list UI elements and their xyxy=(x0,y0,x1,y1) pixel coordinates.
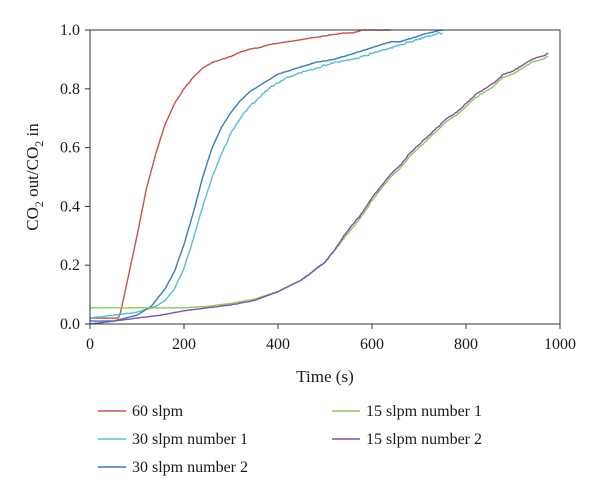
legend-label: 60 slpm xyxy=(132,403,184,420)
y-tick-label: 0.4 xyxy=(60,198,80,215)
y-axis-label-subscript: 2 xyxy=(32,201,46,207)
series-line-1 xyxy=(89,29,391,319)
x-tick-label: 200 xyxy=(172,336,196,353)
y-tick-label: 0.0 xyxy=(60,316,80,333)
axes-layer xyxy=(89,29,561,325)
legend-item: 60 slpm xyxy=(98,403,184,420)
x-tick-label: 0 xyxy=(86,336,94,353)
legend-label: 30 slpm number 1 xyxy=(132,431,248,448)
y-tick-label: 0.2 xyxy=(60,257,80,274)
y-axis-label-part: CO xyxy=(23,207,42,231)
y-axis-label-part: in xyxy=(23,123,42,141)
series-line-3 xyxy=(89,29,443,322)
legend-label: 15 slpm number 2 xyxy=(366,431,482,448)
series-layer xyxy=(89,29,549,325)
x-tick-label: 800 xyxy=(454,336,478,353)
legend-label: 30 slpm number 2 xyxy=(132,459,248,476)
y-axis-label-subscript: 2 xyxy=(32,141,46,147)
x-tick-label: 1000 xyxy=(544,336,576,353)
series-line-4 xyxy=(89,55,549,309)
legend-item: 30 slpm number 2 xyxy=(98,459,248,476)
legend: 60 slpm 30 slpm number 1 30 slpm number 2 1… xyxy=(98,403,482,476)
y-axis-label-part: out/CO xyxy=(23,147,42,201)
legend-item: 15 slpm number 2 xyxy=(332,431,482,448)
x-axis-label: Time (s) xyxy=(296,367,353,386)
legend-item: 30 slpm number 1 xyxy=(98,431,248,448)
ticks-layer: 0 200 400 600 800 1000 0.0 0.2 0.4 0.6 0.8 1.0 xyxy=(60,22,576,353)
y-axis-label: CO2 out/CO2 in xyxy=(23,123,46,231)
legend-item: 15 slpm number 1 xyxy=(332,403,482,420)
x-tick-label: 400 xyxy=(266,336,290,353)
y-tick-label: 0.8 xyxy=(60,81,80,98)
y-tick-label: 0.6 xyxy=(60,140,80,157)
y-tick-label: 1.0 xyxy=(60,22,80,39)
plot-frame xyxy=(89,29,561,325)
x-tick-label: 600 xyxy=(360,336,384,353)
series-line-5 xyxy=(89,52,549,325)
legend-label: 15 slpm number 1 xyxy=(366,403,482,420)
